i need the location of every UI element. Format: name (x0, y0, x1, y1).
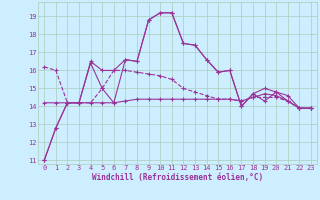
X-axis label: Windchill (Refroidissement éolien,°C): Windchill (Refroidissement éolien,°C) (92, 173, 263, 182)
